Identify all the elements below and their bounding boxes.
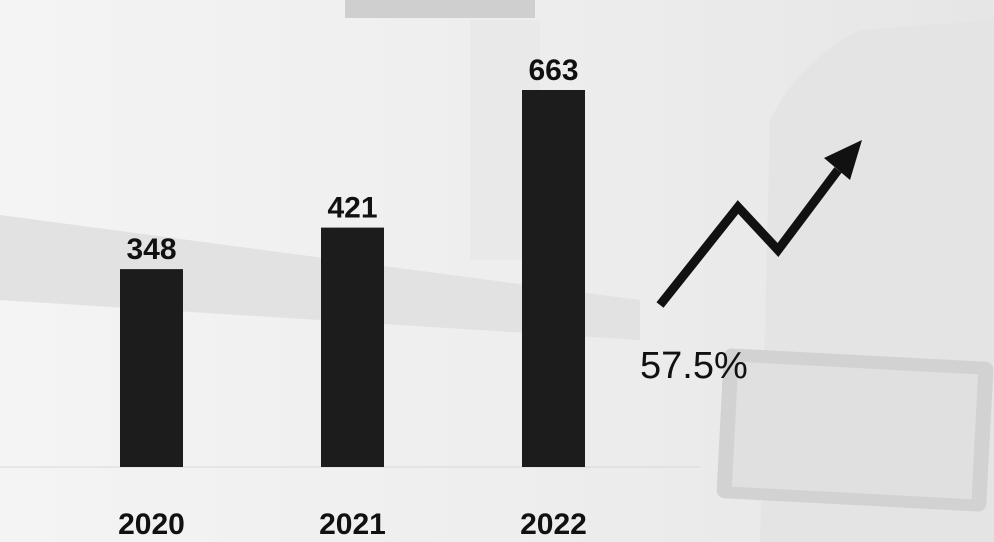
x-tick-label: 2021 [319, 508, 386, 541]
bar [321, 227, 384, 467]
value-label: 421 [327, 192, 377, 225]
value-label: 663 [528, 54, 578, 87]
bar [522, 90, 585, 467]
annotation: 57.5% [640, 345, 748, 387]
x-tick-label: 2022 [520, 508, 587, 541]
trend-arrow [656, 140, 862, 308]
x-tick-label: 2020 [118, 508, 185, 541]
bar [120, 269, 183, 467]
value-label: 348 [126, 233, 176, 266]
